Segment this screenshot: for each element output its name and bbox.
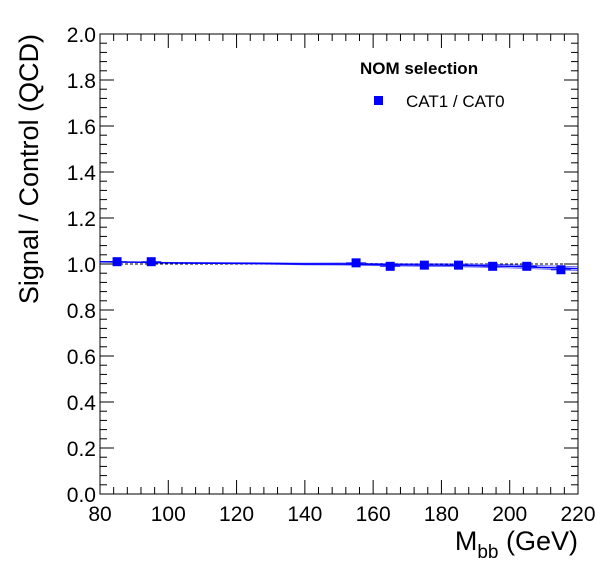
data-point	[454, 260, 463, 270]
data-point	[556, 265, 566, 275]
y-tick-label: 0.4	[67, 392, 97, 415]
legend-title: NOM selection	[360, 59, 478, 78]
x-axis-title: Mbb (GeV)	[455, 526, 578, 563]
x-axis-title-sub: bb	[477, 542, 498, 563]
x-tick-label: 120	[219, 503, 254, 526]
axis-ticks	[99, 33, 579, 495]
y-tick-label: 1.6	[67, 116, 96, 139]
y-tick-label: 1.8	[67, 70, 96, 93]
x-tick-label: 180	[424, 503, 459, 526]
y-tick-label: 2.0	[67, 24, 96, 47]
legend-entry-label: CAT1 / CAT0	[406, 92, 505, 111]
y-tick-label: 1.0	[67, 254, 96, 277]
y-tick-label: 0.0	[67, 484, 96, 507]
data-point	[146, 257, 156, 267]
y-tick-label: 0.6	[67, 346, 96, 369]
data-point	[351, 258, 361, 268]
x-tick-label: 160	[356, 503, 391, 526]
y-tick-label: 1.4	[67, 162, 97, 185]
fit-band-lower	[99, 261, 579, 271]
x-tick-label: 140	[287, 503, 322, 526]
data-points	[107, 257, 571, 275]
data-point	[522, 261, 532, 271]
fit-curves	[99, 260, 579, 271]
y-tick-label: 0.2	[67, 438, 96, 461]
y-tick-label: 0.8	[67, 300, 96, 323]
x-tick-label: 220	[560, 503, 595, 526]
data-point	[385, 261, 395, 271]
legend-marker	[374, 96, 383, 105]
axis-tick-labels: 80 100 120 140 160 180 200 220 0.0 0.2 0.4 0.6 0.8 1.…	[67, 24, 596, 526]
x-tick-label: 200	[492, 503, 527, 526]
x-tick-label: 80	[88, 503, 111, 526]
y-axis-title: Signal / Control (QCD)	[14, 34, 44, 304]
y-tick-label: 1.2	[67, 208, 96, 231]
fit-band-upper	[99, 261, 579, 268]
data-point	[419, 260, 429, 270]
data-point	[488, 261, 498, 271]
x-tick-label: 100	[151, 503, 186, 526]
x-axis-title-unit: (GeV)	[498, 526, 578, 556]
data-point	[112, 257, 122, 267]
x-axis-title-main: M	[455, 526, 478, 556]
